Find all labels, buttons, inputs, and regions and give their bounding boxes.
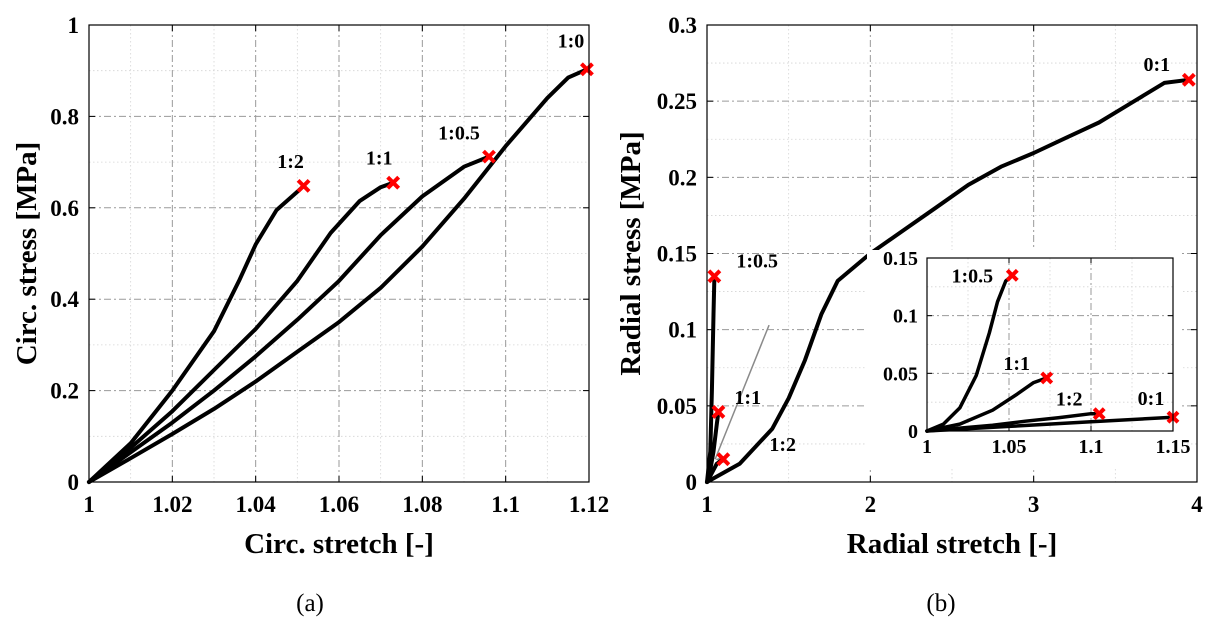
panel-b-end-marker-0-1	[1181, 72, 1196, 87]
panel-a-y-axis-title: Circ. stress [MPa]	[11, 142, 43, 366]
panel-b-series-label-0-1: 0:1	[1143, 54, 1170, 76]
panel-b-y-axis-title: Radial stress [MPa]	[615, 131, 647, 375]
panel-b-ytick-label-0-2: 0.2	[668, 165, 697, 190]
panel-b-series-label-1-2: 1:2	[769, 434, 796, 456]
panel-a-x-axis-title: Circ. stretch [-]	[244, 528, 434, 560]
panel-a-series-line-1-1	[87, 180, 396, 484]
inset-end-marker-1-2	[1092, 407, 1106, 421]
panel-a-end-marker-1-0-5	[482, 149, 496, 164]
panel-a-xtick-label-1-02: 1.02	[152, 492, 192, 517]
panel-a-ytick-label-0-2: 0.2	[50, 379, 79, 404]
inset-series-line-1-1	[925, 376, 1049, 433]
panel-b-ytick-label-0-1: 0.1	[668, 318, 697, 343]
panel-b-series-label-1-0-5: 1:0.5	[736, 250, 778, 272]
inset-xtick-label-1-05: 1.05	[992, 436, 1027, 458]
inset-ytick-label-0-15: 0.15	[883, 248, 918, 270]
panel-a-ytick-label-0-4: 0.4	[50, 287, 79, 312]
panel-b-xtick-label-1: 1	[701, 492, 713, 517]
inset-ytick-label-0-05: 0.05	[883, 363, 918, 385]
inset-series-line-1-0-5	[925, 273, 1015, 433]
panel-a-series-label-1-0: 1:0	[558, 30, 585, 52]
panel-b-ytick-label-0-15: 0.15	[657, 242, 697, 267]
panel-a-series-line-1-2	[87, 183, 306, 484]
panel-b-end-marker-1-0-5	[707, 269, 722, 284]
inset-ytick-label-0: 0	[908, 421, 918, 443]
inset-ytick-label-0-1: 0.1	[893, 306, 918, 328]
panel-a-ytick-label-1: 1	[68, 13, 80, 38]
panel-a-xtick-label-1-06: 1.06	[319, 492, 359, 517]
inset-series-label-1-0-5: 1:0.5	[951, 265, 993, 287]
panel-a-series-label-1-0-5: 1:0.5	[438, 123, 480, 145]
panel-b-inset-chart: 1:0.5 1:1 1:2 0:1 1 1.05 1.1 1.15 0 0.05 0.1 0.15	[867, 248, 1191, 469]
panel-b-ytick-label-0-25: 0.25	[657, 89, 697, 114]
panel-a-end-marker-1-0	[580, 62, 594, 77]
panel-a-series-line-1-0	[87, 67, 589, 484]
inset-series-label-0-1: 0:1	[1138, 388, 1165, 410]
panel-b-end-marker-1-1	[711, 405, 726, 419]
inset-series-label-1-1: 1:1	[1003, 353, 1030, 375]
panel-b-x-axis-title: Radial stretch [-]	[847, 528, 1057, 560]
panel-b-ytick-label-0-05: 0.05	[657, 394, 697, 419]
panel-b-series-line-1-0-5	[705, 274, 717, 484]
panel-b-series-label-1-1: 1:1	[734, 387, 761, 409]
panel-a-xtick-label-1: 1	[83, 492, 95, 517]
panel-a-ytick-label-0: 0	[68, 470, 80, 495]
panel-b-xtick-label-3: 3	[1028, 492, 1040, 517]
panel-a-end-marker-1-1	[386, 175, 401, 190]
caption-a: (a)	[296, 590, 324, 617]
panel-a-series-line-1-0-5	[87, 154, 491, 484]
caption-b: (b)	[926, 590, 955, 617]
panel-a-series-label-1-1: 1:1	[366, 148, 393, 170]
panel-a-ytick-label-0-6: 0.6	[50, 196, 79, 221]
panel-a-ytick-label-0-8: 0.8	[50, 104, 79, 129]
inset-xtick-label-1: 1	[922, 436, 932, 458]
inset-end-marker-1-1	[1040, 371, 1054, 385]
panel-a-xtick-label-1-04: 1.04	[236, 492, 277, 517]
panel-a-xtick-label-1-08: 1.08	[402, 492, 442, 517]
inset-xtick-label-1-15: 1.15	[1156, 436, 1191, 458]
panel-b-xtick-label-2: 2	[865, 492, 877, 517]
inset-axes-frame	[926, 257, 1174, 432]
inset-end-marker-1-0-5	[1005, 268, 1019, 282]
panel-a-xtick-label-1-1: 1.1	[491, 492, 520, 517]
panel-b-xtick-label-4: 4	[1191, 492, 1203, 517]
inset-xtick-label-1-1: 1.1	[1079, 436, 1104, 458]
panel-a-xtick-label-1-12: 1.12	[569, 492, 609, 517]
panel-b-series-line-0-1	[705, 77, 1191, 484]
inset-series-line-0-1	[925, 415, 1175, 433]
panel-b-end-marker-1-2	[716, 452, 731, 467]
panel-b-ytick-label-0-3: 0.3	[668, 13, 697, 38]
panel-a-series-label-1-2: 1:2	[277, 151, 304, 173]
panel-a-end-marker-1-2	[296, 178, 311, 193]
panel-b-ytick-label-0: 0	[686, 470, 698, 495]
panel-a-chart: 1:2 1:1 1:0.5 1:0 1 1.02 1.04 1.06 1.08 1.1 1.12 0 0…	[11, 13, 609, 560]
inset-series-label-1-2: 1:2	[1056, 389, 1083, 411]
